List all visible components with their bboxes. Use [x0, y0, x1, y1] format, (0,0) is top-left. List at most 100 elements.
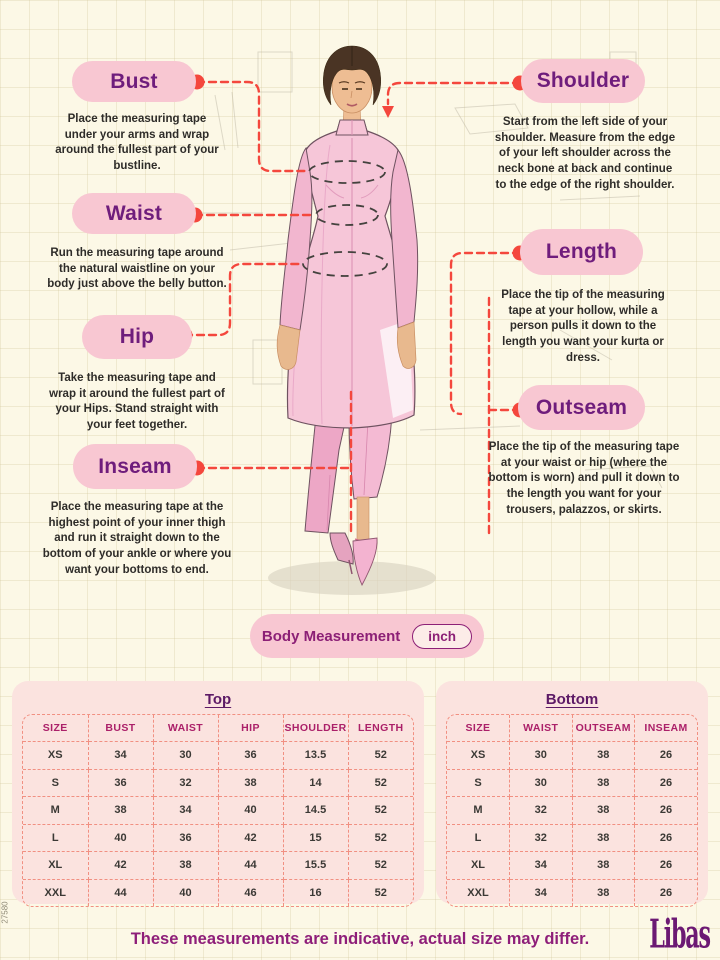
bust-description: Place the measuring tape under your arms… — [55, 113, 219, 172]
footer-note: These measurements are indicative, actua… — [130, 930, 590, 948]
table-cell: 40 — [88, 824, 154, 852]
bust-ellipse — [308, 160, 386, 184]
size-table-top-grid: SIZE BUST WAIST HIP SHOULDER LENGTH XS 34 30 36 13… — [23, 715, 413, 906]
size-table-top-title: Top — [204, 691, 232, 708]
bust-label-pill: Bust — [72, 61, 196, 102]
table-cell: XXL — [447, 879, 510, 906]
table-cell: 34 — [88, 741, 154, 770]
table-row: XL 34 38 26 — [447, 851, 697, 880]
side-code: 27580 — [0, 901, 10, 924]
table-cell: L — [447, 824, 510, 852]
column-header-inseam: INSEAM — [634, 715, 697, 742]
table-cell: 13.5 — [283, 741, 349, 770]
model-head — [323, 45, 381, 136]
table-cell: 38 — [572, 741, 635, 770]
size-table-bottom-title: Bottom — [545, 691, 599, 708]
table-cell: 40 — [218, 796, 284, 825]
table-cell: 36 — [88, 769, 154, 797]
table-row: M 32 38 26 — [447, 796, 697, 825]
table-cell: 30 — [509, 741, 573, 770]
table-cell: 32 — [509, 824, 573, 852]
hip-description: Take the measuring tape and wrap it arou… — [49, 372, 225, 431]
connector-lines — [183, 80, 522, 536]
table-cell: 42 — [218, 824, 284, 852]
hip-label-pill: Hip — [82, 315, 192, 359]
unit-badge: Body Measurement inch — [250, 614, 484, 658]
table-cell: 38 — [572, 851, 635, 880]
length-label-pill: Length — [520, 229, 643, 275]
table-cell: 38 — [572, 769, 635, 797]
bust-label: Bust — [110, 69, 158, 93]
table-cell: 38 — [153, 851, 219, 880]
column-header-size: SIZE — [23, 715, 89, 742]
table-row: S 30 38 26 — [447, 769, 697, 797]
unit-badge-label: Body Measurement — [261, 627, 401, 645]
table-cell: 36 — [218, 741, 284, 770]
table-row: S 36 32 38 14 52 — [23, 769, 413, 797]
table-cell: 38 — [88, 796, 154, 825]
column-header-shoulder: SHOULDER — [283, 715, 349, 742]
outseam-label-pill: Outseam — [518, 385, 645, 430]
table-cell: XS — [447, 741, 510, 770]
hip-label: Hip — [119, 325, 155, 348]
table-row: M 38 34 40 14.5 52 — [23, 796, 413, 825]
table-row: L 40 36 42 15 52 — [23, 824, 413, 852]
table-cell: 36 — [153, 824, 219, 852]
column-header-outseam: OUTSEAM — [572, 715, 635, 742]
shoulder-description: Start from the left side of your shoulde… — [494, 116, 676, 191]
table-cell: 30 — [153, 741, 219, 770]
table-cell: 52 — [348, 851, 413, 880]
table-cell: 38 — [218, 769, 284, 797]
table-cell: 14.5 — [283, 796, 349, 825]
table-cell: 42 — [88, 851, 154, 880]
table-cell: 52 — [374, 886, 387, 899]
table-row: XL 42 38 44 15.5 52 — [23, 851, 413, 880]
table-cell: 52 — [348, 741, 413, 770]
table-cell: 44 — [218, 851, 284, 880]
table-cell: M — [23, 796, 89, 825]
table-cell: 52 — [348, 769, 413, 797]
table-cell: 30 — [509, 769, 573, 797]
hip-ellipse — [302, 251, 388, 277]
inseam-label-pill: Inseam — [73, 444, 197, 489]
table-cell: 44 — [88, 879, 154, 906]
column-header-hip: HIP — [218, 715, 284, 742]
table-cell: 46 — [218, 879, 284, 906]
header-row: SIZE BUST WAIST HIP SHOULDER LENGTH — [23, 715, 413, 742]
inseam-description: Place the measuring tape at the highest … — [42, 501, 232, 576]
kurta — [286, 120, 416, 429]
table-row: XS 34 30 36 13.5 52 — [23, 741, 413, 770]
waist-label: Waist — [105, 201, 163, 225]
table-cell: 15 — [283, 824, 349, 852]
table-cell: 34 — [509, 851, 573, 880]
column-header-length: LENGTH — [348, 715, 413, 742]
table-cell: 26 — [659, 886, 673, 899]
brand-logo: Libas — [649, 910, 712, 958]
shoulder-label: Shoulder — [536, 69, 630, 92]
table-cell: 32 — [509, 796, 573, 825]
table-cell: 40 — [153, 879, 219, 906]
column-header-bust: BUST — [88, 715, 154, 742]
table-cell: M — [447, 796, 510, 825]
table-cell: 26 — [634, 851, 697, 880]
table-cell: 14 — [283, 769, 349, 797]
table-cell: 15.5 — [283, 851, 349, 880]
header-row: SIZE WAIST OUTSEAM INSEAM — [447, 715, 697, 742]
inseam-label: Inseam — [98, 454, 172, 478]
table-cell: 26 — [634, 824, 697, 852]
size-table-top: Top SIZE BUST WAIST HIP SHOULDER LENGTH XS 34 30… — [12, 681, 424, 907]
column-header-size: SIZE — [447, 715, 510, 742]
pants-and-shoes — [304, 413, 393, 587]
waist-label-pill: Waist — [72, 193, 196, 234]
size-table-bottom-grid: SIZE WAIST OUTSEAM INSEAM XS 30 38 26 S 30 38 26 M 32… — [447, 715, 697, 906]
table-row: XXL 44 40 46 16 52 — [23, 879, 413, 906]
waist-description: Run the measuring tape around the natura… — [47, 247, 227, 291]
table-cell: 32 — [153, 769, 219, 797]
table-cell: 34 — [153, 796, 219, 825]
table-cell: XL — [447, 851, 510, 880]
floor-shadow — [268, 561, 436, 595]
unit-toggle[interactable]: inch — [412, 623, 473, 649]
column-header-waist: WAIST — [153, 715, 219, 742]
shoulder-label-pill: Shoulder — [521, 59, 645, 103]
table-cell: 52 — [348, 824, 413, 852]
